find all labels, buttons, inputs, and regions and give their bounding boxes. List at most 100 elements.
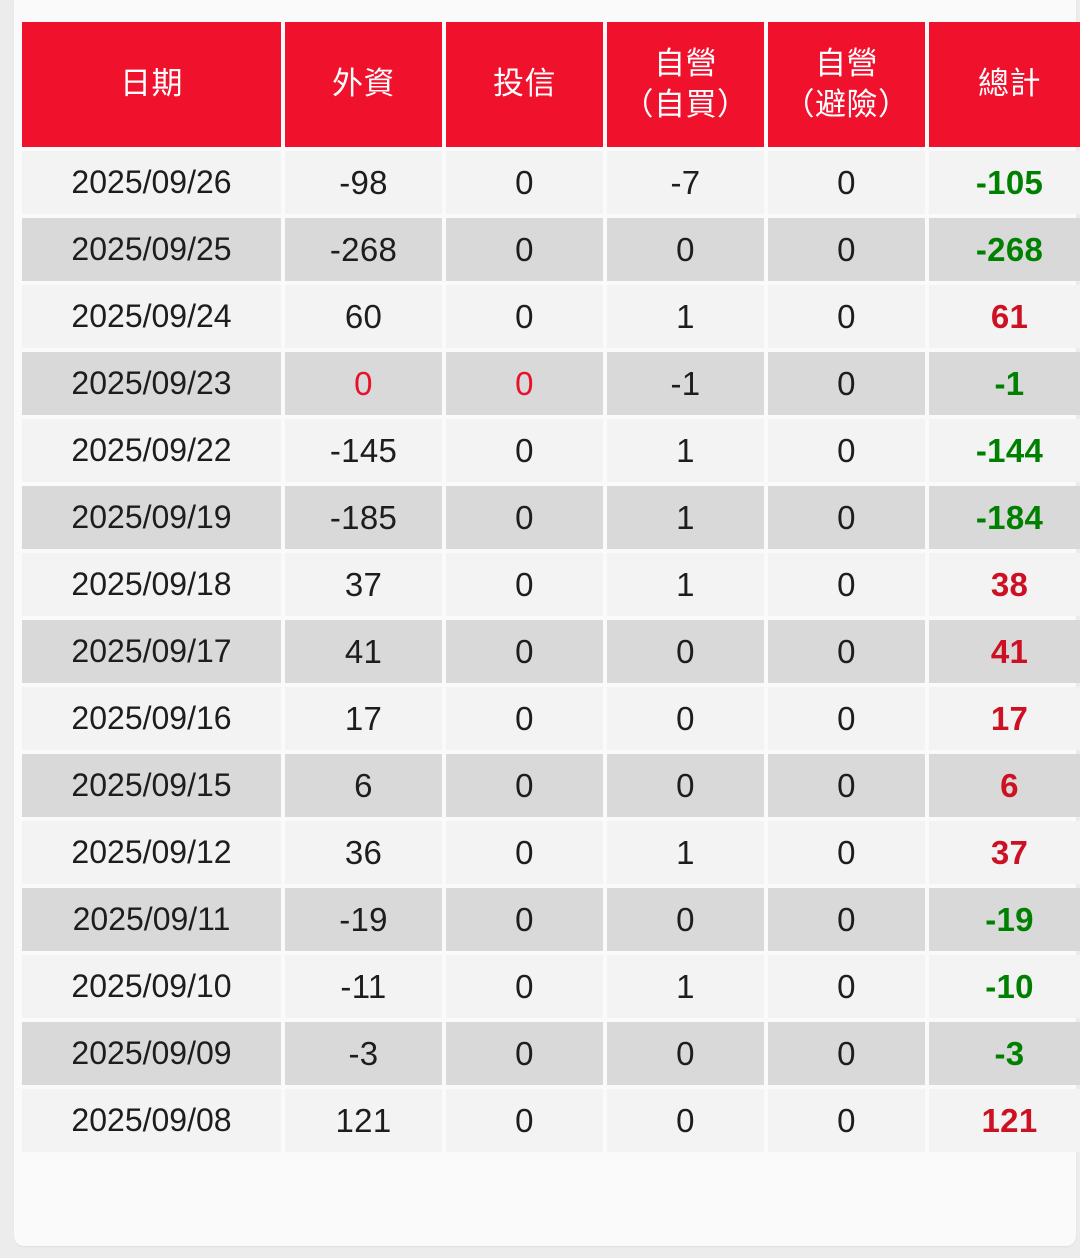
cell-foreign: -19 [285, 888, 442, 951]
column-header-date[interactable]: 日期 [22, 22, 281, 147]
cell-total: 38 [929, 553, 1080, 616]
column-header-sublabel: （自買） [622, 86, 749, 122]
cell-total: -184 [929, 486, 1080, 549]
cell-total: 37 [929, 821, 1080, 884]
cell-dealer-own: 1 [607, 821, 764, 884]
cell-trust: 0 [446, 620, 603, 683]
cell-dealer-own: -7 [607, 151, 764, 214]
table-row[interactable]: 2025/09/19 -185 0 1 0 -184 [22, 486, 1080, 549]
cell-dealer-own: 0 [607, 1022, 764, 1085]
cell-trust: 0 [446, 285, 603, 348]
cell-dealer-hedge: 0 [768, 419, 925, 482]
cell-total: -10 [929, 955, 1080, 1018]
cell-trust: 0 [446, 888, 603, 951]
table-row[interactable]: 2025/09/25 -268 0 0 0 -268 [22, 218, 1080, 281]
cell-trust: 0 [446, 687, 603, 750]
cell-dealer-hedge: 0 [768, 1089, 925, 1152]
cell-dealer-hedge: 0 [768, 1022, 925, 1085]
cell-date: 2025/09/26 [22, 151, 281, 214]
column-header-dealer_hdg[interactable]: 自營 （避險） [768, 22, 925, 147]
cell-date: 2025/09/24 [22, 285, 281, 348]
column-header-label: 總計 [978, 66, 1041, 102]
cell-trust: 0 [446, 754, 603, 817]
cell-dealer-hedge: 0 [768, 687, 925, 750]
cell-trust: 0 [446, 1022, 603, 1085]
cell-total: -19 [929, 888, 1080, 951]
table-row[interactable]: 2025/09/23 0 0 -1 0 -1 [22, 352, 1080, 415]
cell-date: 2025/09/16 [22, 687, 281, 750]
cell-foreign: 121 [285, 1089, 442, 1152]
cell-dealer-own: -1 [607, 352, 764, 415]
table-row[interactable]: 2025/09/08 121 0 0 0 121 [22, 1089, 1080, 1152]
cell-dealer-own: 0 [607, 687, 764, 750]
cell-trust: 0 [446, 218, 603, 281]
cell-date: 2025/09/17 [22, 620, 281, 683]
cell-dealer-own: 1 [607, 955, 764, 1018]
cell-trust: 0 [446, 955, 603, 1018]
column-header-label: 自營 [654, 45, 717, 81]
cell-total: 41 [929, 620, 1080, 683]
table-row[interactable]: 2025/09/17 41 0 0 0 41 [22, 620, 1080, 683]
cell-foreign: 37 [285, 553, 442, 616]
table-row[interactable]: 2025/09/09 -3 0 0 0 -3 [22, 1022, 1080, 1085]
cell-date: 2025/09/09 [22, 1022, 281, 1085]
institutional-flow-table-wrap: 日期 外資 投信 自營 （自買） 自營 （避險） 總計 2025/09/26 -98 0 -7 0 -1… [22, 22, 1080, 1152]
table-row[interactable]: 2025/09/10 -11 0 1 0 -10 [22, 955, 1080, 1018]
cell-date: 2025/09/18 [22, 553, 281, 616]
cell-date: 2025/09/08 [22, 1089, 281, 1152]
column-header-sublabel: （避險） [783, 86, 910, 122]
cell-trust: 0 [446, 151, 603, 214]
cell-trust: 0 [446, 1089, 603, 1152]
cell-dealer-own: 1 [607, 419, 764, 482]
column-header-total[interactable]: 總計 [929, 22, 1080, 147]
table-row[interactable]: 2025/09/24 60 0 1 0 61 [22, 285, 1080, 348]
table-row[interactable]: 2025/09/22 -145 0 1 0 -144 [22, 419, 1080, 482]
column-header-dealer_own[interactable]: 自營 （自買） [607, 22, 764, 147]
column-header-label: 投信 [493, 66, 556, 102]
cell-dealer-hedge: 0 [768, 620, 925, 683]
cell-foreign: -98 [285, 151, 442, 214]
cell-total: -105 [929, 151, 1080, 214]
cell-dealer-own: 0 [607, 754, 764, 817]
cell-foreign: 0 [285, 352, 442, 415]
cell-total: -1 [929, 352, 1080, 415]
column-header-foreign[interactable]: 外資 [285, 22, 442, 147]
cell-foreign: -11 [285, 955, 442, 1018]
cell-date: 2025/09/19 [22, 486, 281, 549]
column-header-label: 日期 [120, 66, 183, 102]
cell-dealer-hedge: 0 [768, 821, 925, 884]
cell-dealer-own: 0 [607, 1089, 764, 1152]
cell-foreign: 60 [285, 285, 442, 348]
table-row[interactable]: 2025/09/18 37 0 1 0 38 [22, 553, 1080, 616]
table-body: 2025/09/26 -98 0 -7 0 -105 2025/09/25 -268 0 0 0 -2… [22, 151, 1080, 1152]
column-header-label: 外資 [332, 66, 395, 102]
cell-dealer-own: 0 [607, 218, 764, 281]
cell-foreign: 17 [285, 687, 442, 750]
cell-trust: 0 [446, 821, 603, 884]
cell-dealer-hedge: 0 [768, 151, 925, 214]
column-header-label: 自營 [815, 45, 878, 81]
table-row[interactable]: 2025/09/12 36 0 1 0 37 [22, 821, 1080, 884]
cell-foreign: -268 [285, 218, 442, 281]
cell-dealer-own: 1 [607, 486, 764, 549]
cell-total: 61 [929, 285, 1080, 348]
cell-trust: 0 [446, 352, 603, 415]
cell-dealer-hedge: 0 [768, 352, 925, 415]
table-row[interactable]: 2025/09/26 -98 0 -7 0 -105 [22, 151, 1080, 214]
cell-trust: 0 [446, 486, 603, 549]
cell-trust: 0 [446, 553, 603, 616]
table-row[interactable]: 2025/09/15 6 0 0 0 6 [22, 754, 1080, 817]
cell-dealer-hedge: 0 [768, 553, 925, 616]
cell-date: 2025/09/12 [22, 821, 281, 884]
table-row[interactable]: 2025/09/11 -19 0 0 0 -19 [22, 888, 1080, 951]
cell-dealer-hedge: 0 [768, 955, 925, 1018]
column-header-trust[interactable]: 投信 [446, 22, 603, 147]
header-row: 日期 外資 投信 自營 （自買） 自營 （避險） 總計 [22, 22, 1080, 147]
cell-total: 121 [929, 1089, 1080, 1152]
cell-foreign: -3 [285, 1022, 442, 1085]
table-row[interactable]: 2025/09/16 17 0 0 0 17 [22, 687, 1080, 750]
cell-dealer-own: 0 [607, 620, 764, 683]
cell-date: 2025/09/25 [22, 218, 281, 281]
cell-dealer-hedge: 0 [768, 218, 925, 281]
